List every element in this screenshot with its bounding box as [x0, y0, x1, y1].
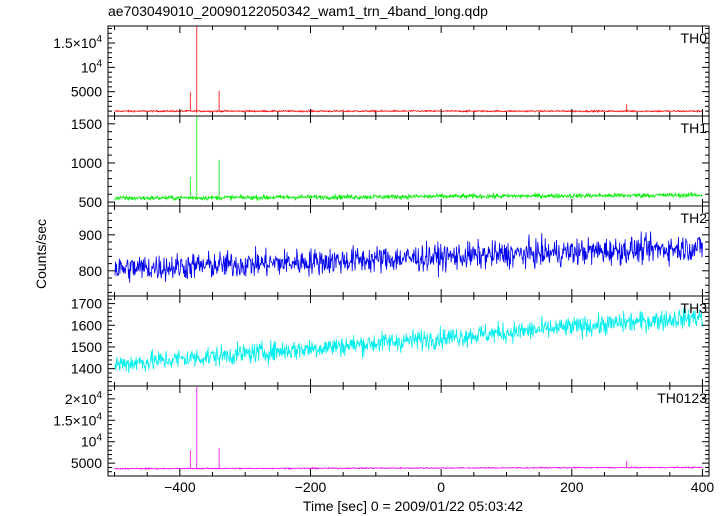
- x-tick-label: −400: [164, 479, 196, 495]
- panel-label: TH2: [681, 210, 708, 226]
- panel-label: TH3: [681, 300, 708, 316]
- y-tick-label: 1600: [71, 317, 102, 333]
- y-tick-label: 1400: [71, 361, 102, 377]
- y-tick-label: 104: [81, 58, 103, 75]
- series-th2: [114, 231, 703, 283]
- y-tick-label: 1500: [71, 116, 102, 132]
- series-th0123: [114, 386, 703, 470]
- y-tick-label: 1.5×104: [53, 411, 102, 428]
- panel-label: TH0: [681, 30, 708, 46]
- y-tick-label: 2×104: [65, 390, 103, 407]
- series-th0: [114, 26, 703, 114]
- x-tick-label: 200: [560, 479, 584, 495]
- x-tick-label: 0: [437, 479, 445, 495]
- panels-group: 5000 104 1.5×104 TH0 500 1000 1500 TH1 800 900 TH2…: [53, 25, 710, 477]
- y-tick-label: 104: [81, 433, 103, 450]
- panel-frame: [107, 115, 710, 207]
- y-tick-label: 5000: [71, 84, 102, 100]
- y-tick-label: 900: [79, 227, 103, 243]
- panel-label: TH0123: [657, 390, 707, 406]
- panel-th2: 800 900 TH2: [79, 205, 710, 297]
- y-axis-label: Counts/sec: [33, 219, 49, 289]
- x-tick-label: 400: [691, 479, 715, 495]
- panel-th1: 500 1000 1500 TH1: [71, 115, 710, 210]
- y-tick-label: 1000: [71, 155, 102, 171]
- panel-frame: [107, 385, 710, 477]
- panel-frame: [107, 25, 710, 117]
- series-th1: [114, 115, 703, 202]
- panel-th3: 1400 1500 1600 1700 TH3: [71, 295, 710, 387]
- x-tick-label: −200: [295, 479, 327, 495]
- panel-label: TH1: [681, 120, 708, 136]
- y-tick-label: 500: [79, 194, 103, 210]
- y-tick-label: 1.5×104: [53, 34, 102, 51]
- y-tick-label: 1500: [71, 339, 102, 355]
- panel-th0123: 5000 104 1.5×104 2×104 TH0123: [53, 385, 710, 477]
- y-tick-label: 5000: [71, 455, 102, 471]
- x-axis-label: Time [sec] 0 = 2009/01/22 05:03:42: [303, 498, 523, 514]
- y-tick-label: 800: [79, 263, 103, 279]
- x-axis: −400 −200 0 200 400: [164, 479, 714, 495]
- series-th3: [114, 306, 703, 374]
- y-tick-label: 1700: [71, 296, 102, 312]
- chart-title: ae703049010_20090122050342_wam1_trn_4ban…: [108, 3, 488, 19]
- panel-th0: 5000 104 1.5×104 TH0: [53, 25, 710, 117]
